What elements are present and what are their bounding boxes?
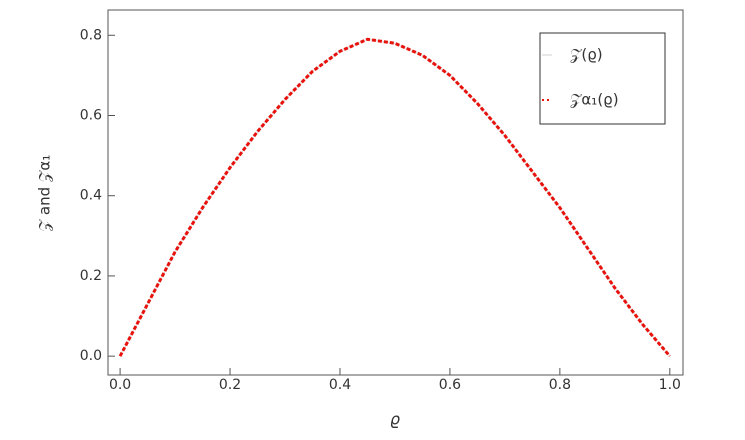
y-tick-label: 0.0 xyxy=(80,348,102,364)
plot-frame xyxy=(107,9,684,376)
y-axis-label: 𝒵 and 𝒵α₁ xyxy=(36,155,54,232)
x-axis-label: ϱ xyxy=(390,410,400,429)
x-tick-label: 1.0 xyxy=(659,377,681,393)
x-tick-label: 0.0 xyxy=(109,377,131,393)
y-tick-label: 0.4 xyxy=(80,188,102,204)
x-tick-label: 0.6 xyxy=(439,377,461,393)
x-tick-label: 0.2 xyxy=(219,377,241,393)
legend-box xyxy=(539,32,666,125)
legend-label: 𝒵(ϱ) xyxy=(570,46,603,64)
y-tick-label: 0.8 xyxy=(80,27,102,43)
y-tick-label: 0.2 xyxy=(80,268,102,284)
x-tick-label: 0.8 xyxy=(549,377,571,393)
y-tick-label: 0.6 xyxy=(80,107,102,123)
legend-label: 𝒵α₁(ϱ) xyxy=(570,91,619,109)
series-line xyxy=(118,37,671,358)
x-tick-label: 0.4 xyxy=(329,377,351,393)
